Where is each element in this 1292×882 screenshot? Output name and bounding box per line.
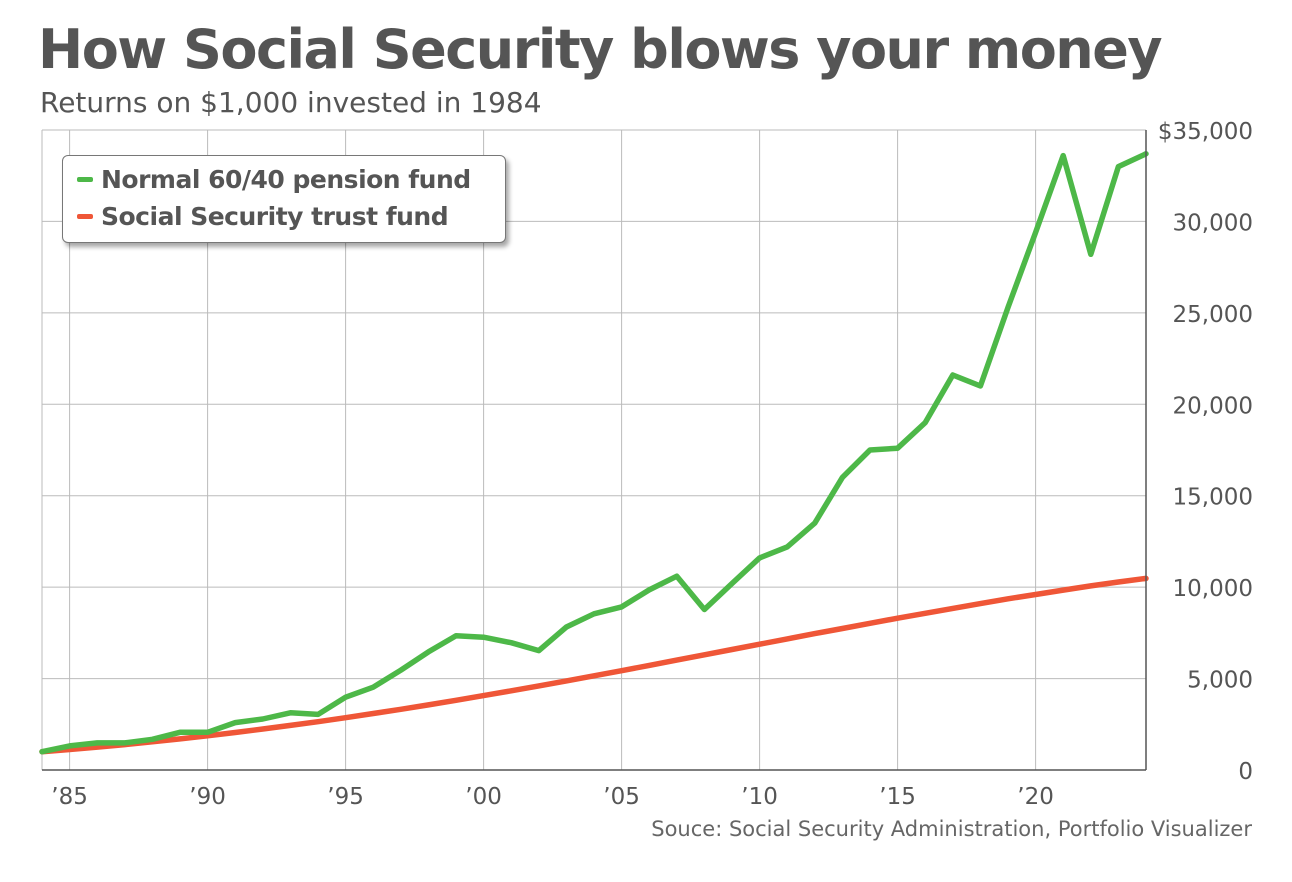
x-tick-label: ’95: [327, 784, 364, 810]
y-tick-label: 15,000: [1173, 485, 1253, 511]
y-tick-label: 25,000: [1173, 302, 1253, 328]
x-tick-label: ’90: [189, 784, 226, 810]
x-tick-label: ’15: [879, 784, 916, 810]
chart-subtitle: Returns on $1,000 invested in 1984: [40, 86, 542, 119]
x-tick-label: ’00: [465, 784, 502, 810]
x-tick-label: ’20: [1017, 784, 1054, 810]
x-tick-label: ’10: [741, 784, 778, 810]
y-tick-label: 0: [1238, 759, 1253, 785]
legend-item-trust: Social Security trust fund: [77, 199, 449, 233]
legend-label-trust: Social Security trust fund: [101, 201, 449, 231]
legend-swatch-trust: [77, 213, 93, 219]
y-tick-label: 30,000: [1173, 210, 1253, 236]
chart-title: How Social Security blows your money: [38, 18, 1163, 81]
series-line-trust: [39, 575, 1149, 755]
series-line-pension: [39, 151, 1149, 755]
legend-label-pension: Normal 60/40 pension fund: [101, 164, 471, 194]
x-tick-label: ’05: [603, 784, 640, 810]
axis-labels: 0 5,000 10,000 15,000 20,000 25,000 30,000 $35,…: [42, 119, 1253, 810]
legend: Normal 60/40 pension fund Social Securit…: [62, 155, 506, 243]
legend-swatch-pension: [77, 176, 93, 182]
source-note: Souce: Social Security Administration, P…: [651, 817, 1252, 841]
legend-item-pension: Normal 60/40 pension fund: [77, 162, 471, 196]
y-tick-label: 5,000: [1187, 668, 1253, 694]
series-lines: [39, 151, 1149, 755]
y-tick-label: 10,000: [1173, 576, 1253, 602]
y-tick-label: $35,000: [1158, 119, 1253, 145]
grid-lines: [41, 129, 1146, 770]
y-tick-label: 20,000: [1173, 393, 1253, 419]
x-tick-label: ’85: [51, 784, 88, 810]
